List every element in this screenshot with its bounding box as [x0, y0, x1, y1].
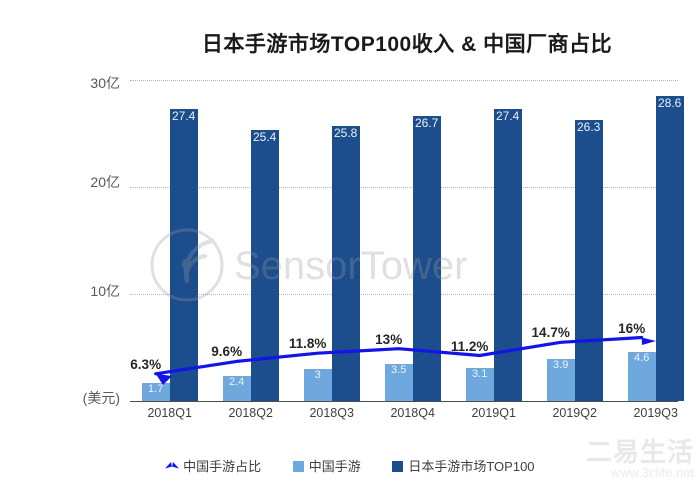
svg-text:SensorTower: SensorTower: [234, 244, 467, 288]
